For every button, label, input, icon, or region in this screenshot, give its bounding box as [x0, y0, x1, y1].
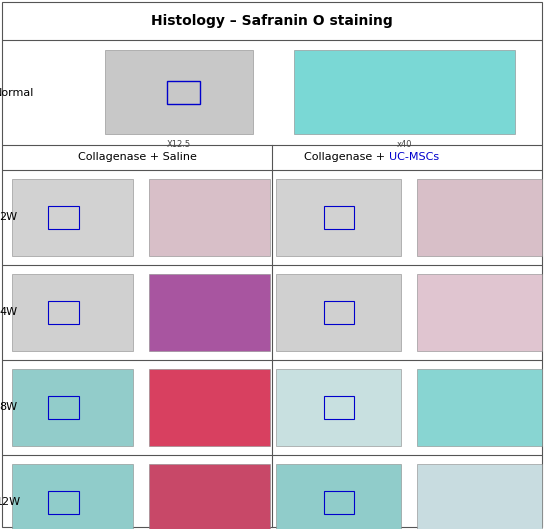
- Bar: [48, 301, 79, 324]
- Bar: [12, 463, 133, 529]
- Text: UC-MSCs: UC-MSCs: [389, 152, 439, 162]
- Bar: [48, 491, 79, 514]
- Bar: [149, 463, 270, 529]
- Bar: [276, 179, 401, 257]
- Bar: [276, 273, 401, 351]
- Bar: [12, 273, 133, 351]
- Text: Collagenase + UC-MSCs: Collagenase + UC-MSCs: [339, 152, 474, 162]
- Text: 8W: 8W: [0, 403, 17, 413]
- Bar: [12, 179, 133, 257]
- Text: Collagenase + Saline: Collagenase + Saline: [78, 152, 196, 162]
- Bar: [324, 206, 354, 229]
- Bar: [276, 463, 401, 529]
- Bar: [417, 273, 542, 351]
- Bar: [417, 179, 542, 257]
- Text: Collagenase +: Collagenase +: [304, 152, 389, 162]
- Bar: [324, 301, 354, 324]
- Text: x40: x40: [397, 141, 412, 150]
- Text: 4W: 4W: [0, 307, 17, 317]
- Bar: [167, 81, 200, 104]
- Bar: [294, 50, 515, 134]
- Bar: [149, 273, 270, 351]
- Bar: [324, 396, 354, 419]
- Bar: [417, 369, 542, 446]
- Bar: [12, 369, 133, 446]
- Text: 12W: 12W: [0, 497, 21, 507]
- Text: 2W: 2W: [0, 213, 17, 223]
- Bar: [48, 206, 79, 229]
- Bar: [276, 369, 401, 446]
- Text: X12.5: X12.5: [167, 141, 191, 150]
- Bar: [149, 179, 270, 257]
- Bar: [149, 369, 270, 446]
- Bar: [324, 491, 354, 514]
- Bar: [417, 463, 542, 529]
- Text: Histology – Safranin O staining: Histology – Safranin O staining: [151, 14, 393, 28]
- Text: Normal: Normal: [0, 87, 34, 97]
- Bar: [48, 396, 79, 419]
- Bar: [104, 50, 253, 134]
